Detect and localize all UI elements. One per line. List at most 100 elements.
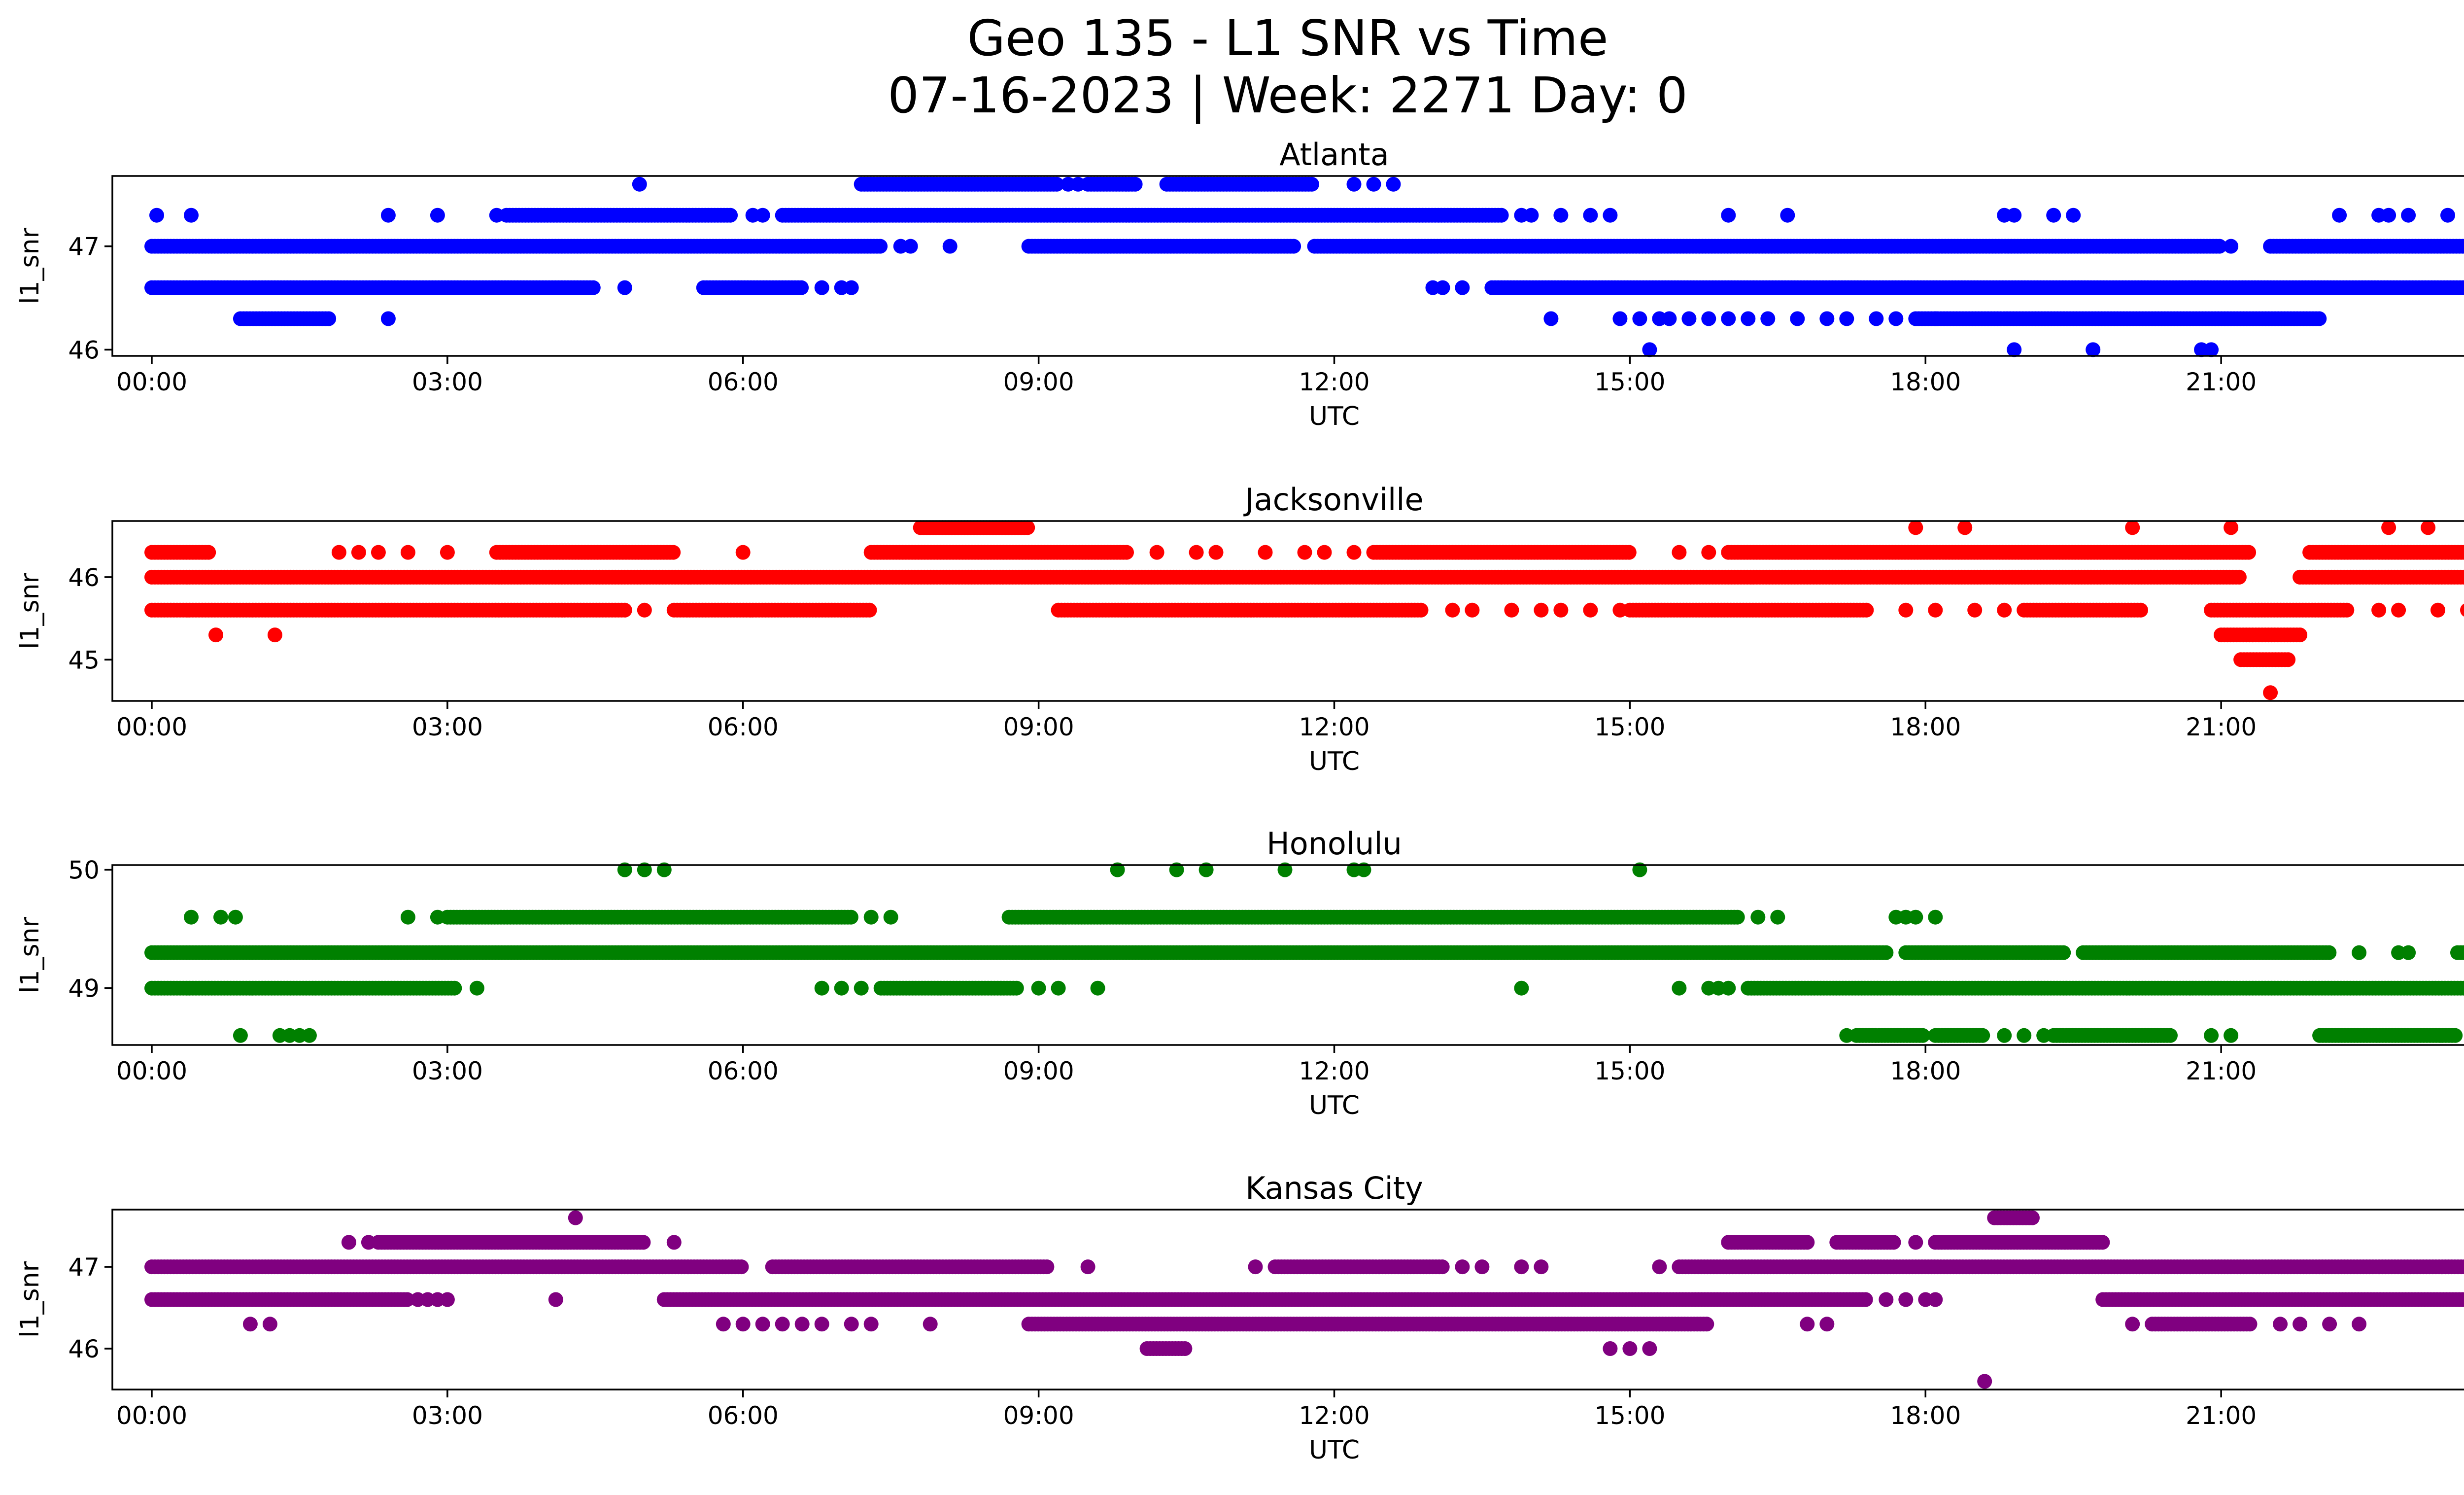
data-point [184,208,199,223]
data-point [755,208,770,223]
data-point [666,545,681,560]
data-point [1317,545,1332,560]
data-point [1721,208,1736,223]
data-point [267,627,282,643]
scatter-points [144,520,2464,700]
data-point [2224,520,2239,535]
y-tick-label: 46 [68,336,100,364]
data-point [1049,176,1064,192]
figure-title-line1: Geo 135 - L1 SNR vs Time [967,9,1608,67]
data-point [2293,627,2308,643]
x-tick-label: 06:00 [708,713,779,741]
data-point [2391,602,2406,618]
x-axis-label: UTC [1309,402,1360,431]
data-point [1672,545,1687,560]
data-point [351,545,366,560]
data-point [862,602,877,618]
data-point [1730,909,1745,925]
data-point [1662,311,1677,326]
data-point [149,208,164,223]
data-point [723,208,738,223]
x-tick-label: 09:00 [1003,713,1074,741]
data-point [814,280,829,295]
data-point [1898,602,1914,618]
data-point [1760,311,1776,326]
data-point [1020,520,1035,535]
data-point [1790,311,1805,326]
data-point [585,280,601,295]
data-point [1612,602,1628,618]
data-point [1681,311,1697,326]
data-point [1386,176,1401,192]
data-point [1819,311,1835,326]
data-point [2440,208,2455,223]
x-tick-label: 00:00 [116,713,187,741]
data-point [2066,208,2081,223]
data-point [2231,569,2247,585]
x-tick-label: 15:00 [1594,713,1665,741]
x-tick-label: 12:00 [1299,368,1369,396]
y-tick-label: 45 [68,646,100,674]
data-point [1494,208,1509,223]
data-point [2381,520,2396,535]
data-point [1642,342,1657,357]
x-axis-label: UTC [1309,747,1360,776]
data-point [863,909,879,925]
x-tick-label: 00:00 [116,368,187,396]
data-point [2007,342,2022,357]
data-point [1770,909,1785,925]
data-point [903,239,918,254]
data-point [400,909,415,925]
data-point [2046,208,2061,223]
figure-title-line2: 07-16-2023 | Week: 2271 Day: 0 [888,67,1687,124]
data-point [430,208,445,223]
data-point [1208,545,1224,560]
data-point [2381,208,2396,223]
data-point [1286,239,1301,254]
data-point [2007,208,2022,223]
data-point [844,280,859,295]
data-point [1304,176,1319,192]
data-point [1612,311,1628,326]
data-point [1070,176,1086,192]
x-tick-label: 06:00 [708,368,779,396]
data-point [1928,909,1943,925]
y-axis-label: l1_snr [15,227,45,304]
scatter-points [144,862,2464,1043]
data-point [1750,909,1766,925]
x-tick-label: 18:00 [1890,713,1961,741]
data-point [2212,239,2227,254]
data-point [2241,545,2257,560]
x-tick-label: 03:00 [412,713,483,741]
data-point [331,545,346,560]
data-point [1553,208,1569,223]
data-point [1632,311,1647,326]
data-point [208,627,223,643]
data-point [1583,602,1598,618]
data-point [1119,545,1134,560]
data-point [1149,545,1164,560]
data-point [2332,208,2347,223]
data-point [794,280,809,295]
data-point [430,909,445,925]
data-point [1346,545,1362,560]
data-point [1908,909,1923,925]
data-point [1435,280,1450,295]
data-point [2086,342,2101,357]
data-point [2401,945,2416,960]
data-point [1839,311,1854,326]
data-point [1603,208,1618,223]
data-point [1957,520,1973,535]
data-point [1128,176,1143,192]
data-point [1701,545,1716,560]
data-point [1465,602,1480,618]
data-point [380,208,396,223]
panel-title: Jacksonville [1243,482,1423,518]
scatter-points [144,176,2464,357]
data-point [1928,311,1943,326]
data-point [1524,208,1539,223]
data-point [2459,280,2464,295]
data-point [1780,208,1795,223]
